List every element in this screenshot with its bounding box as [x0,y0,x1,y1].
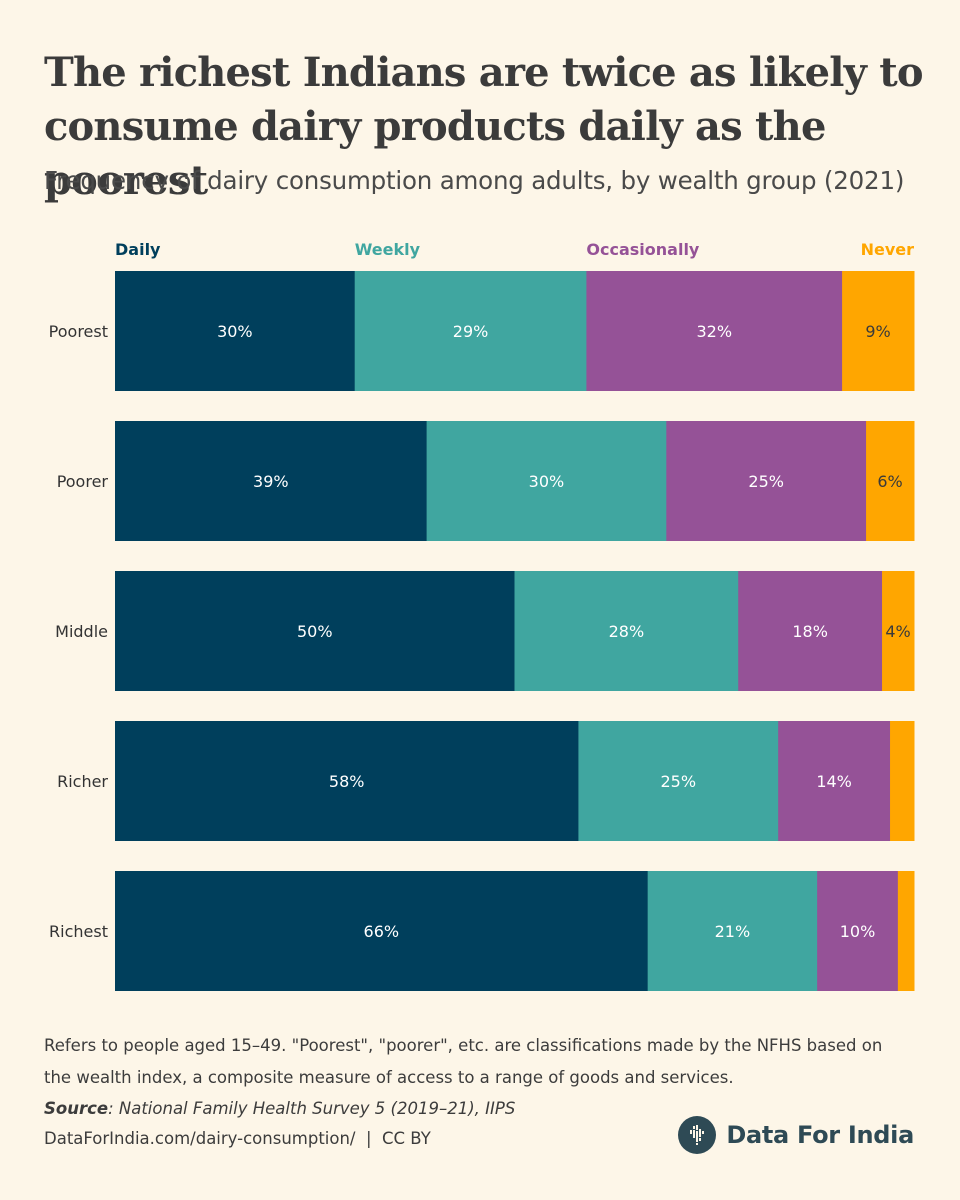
bar-segment-poorest-occasionally [586,271,843,391]
legend-item-never: Never [861,240,915,259]
category-label-richer: Richer [57,772,108,791]
value-label-poorest-occasionally: 32% [696,322,732,341]
value-label-poorest-weekly: 29% [453,322,489,341]
chart-title: The richest Indians are twice as likely … [44,49,924,204]
legend-item-daily: Daily [115,240,161,259]
bar-segment-richest-never [897,871,915,991]
bar-segment-richer-occasionally [778,721,891,841]
value-label-middle-weekly: 28% [609,622,645,641]
category-label-middle: Middle [55,622,108,641]
bar-segment-richest-weekly [647,871,818,991]
bar-segment-poorer-never [866,421,915,541]
footer-url: DataForIndia.com/dairy-consumption/ | CC… [44,1129,431,1148]
india-map-icon [678,1116,717,1154]
footnote: Refers to people aged 15–49. "Poorest", … [44,1036,883,1087]
bar-segment-richer-weekly [578,721,779,841]
value-label-poorer-occasionally: 25% [748,472,784,491]
bar-segment-poorest-never [842,271,915,391]
bar-segment-richer-daily [115,721,579,841]
value-label-middle-occasionally: 18% [792,622,828,641]
bar-segment-poorer-occasionally [666,421,867,541]
bar-segment-richer-never [890,721,915,841]
source-text: : National Family Health Survey 5 (2019–… [108,1099,516,1118]
bars: 30% 29% 32% 9% 39% 30% 25% 6% 50% 28% 18% 4% 58% 25% 1… [115,271,915,991]
value-label-richest-occasionally: 10% [840,922,876,941]
legend: Daily Weekly Occasionally Never [115,240,914,259]
bar-segment-poorest-daily [115,271,356,391]
bar-segment-poorer-weekly [426,421,667,541]
value-label-poorer-never: 6% [877,472,902,491]
bar-segment-poorest-weekly [354,271,587,391]
source-label: Source [44,1099,109,1118]
bar-segment-richest-daily [115,871,649,991]
legend-item-occasionally: Occasionally [586,240,700,259]
brand-name: Data For India [726,1121,914,1149]
value-label-poorest-never: 9% [865,322,890,341]
value-label-richer-daily: 58% [329,772,365,791]
value-label-poorer-daily: 39% [253,472,289,491]
value-label-poorer-weekly: 30% [529,472,565,491]
category-label-poorest: Poorest [49,322,108,341]
brand: Data For India [678,1116,914,1154]
category-label-poorer: Poorer [57,472,109,491]
bar-segment-middle-never [882,571,915,691]
value-label-middle-daily: 50% [297,622,333,641]
bar-segment-poorer-daily [115,421,428,541]
value-label-richer-occasionally: 14% [816,772,852,791]
bar-segment-middle-weekly [514,571,739,691]
bar-segment-middle-occasionally [738,571,883,691]
value-label-richest-weekly: 21% [715,922,751,941]
value-label-richest-daily: 66% [364,922,400,941]
bar-segment-middle-daily [115,571,515,691]
value-label-richer-weekly: 25% [661,772,697,791]
chart-subtitle: Frequency of dairy consumption among adu… [44,166,905,195]
legend-item-weekly: Weekly [355,240,421,259]
value-label-middle-never: 4% [885,622,910,641]
category-labels: Poorest Poorer Middle Richer Richest [49,322,109,941]
value-label-poorest-daily: 30% [217,322,253,341]
stacked-bar-chart: Daily Weekly Occasionally Never 30% 29% 32% 9%… [49,240,915,991]
bar-segment-richest-occasionally [817,871,899,991]
source-line: Source: National Family Health Survey 5 … [44,1094,515,1124]
category-label-richest: Richest [49,922,108,941]
